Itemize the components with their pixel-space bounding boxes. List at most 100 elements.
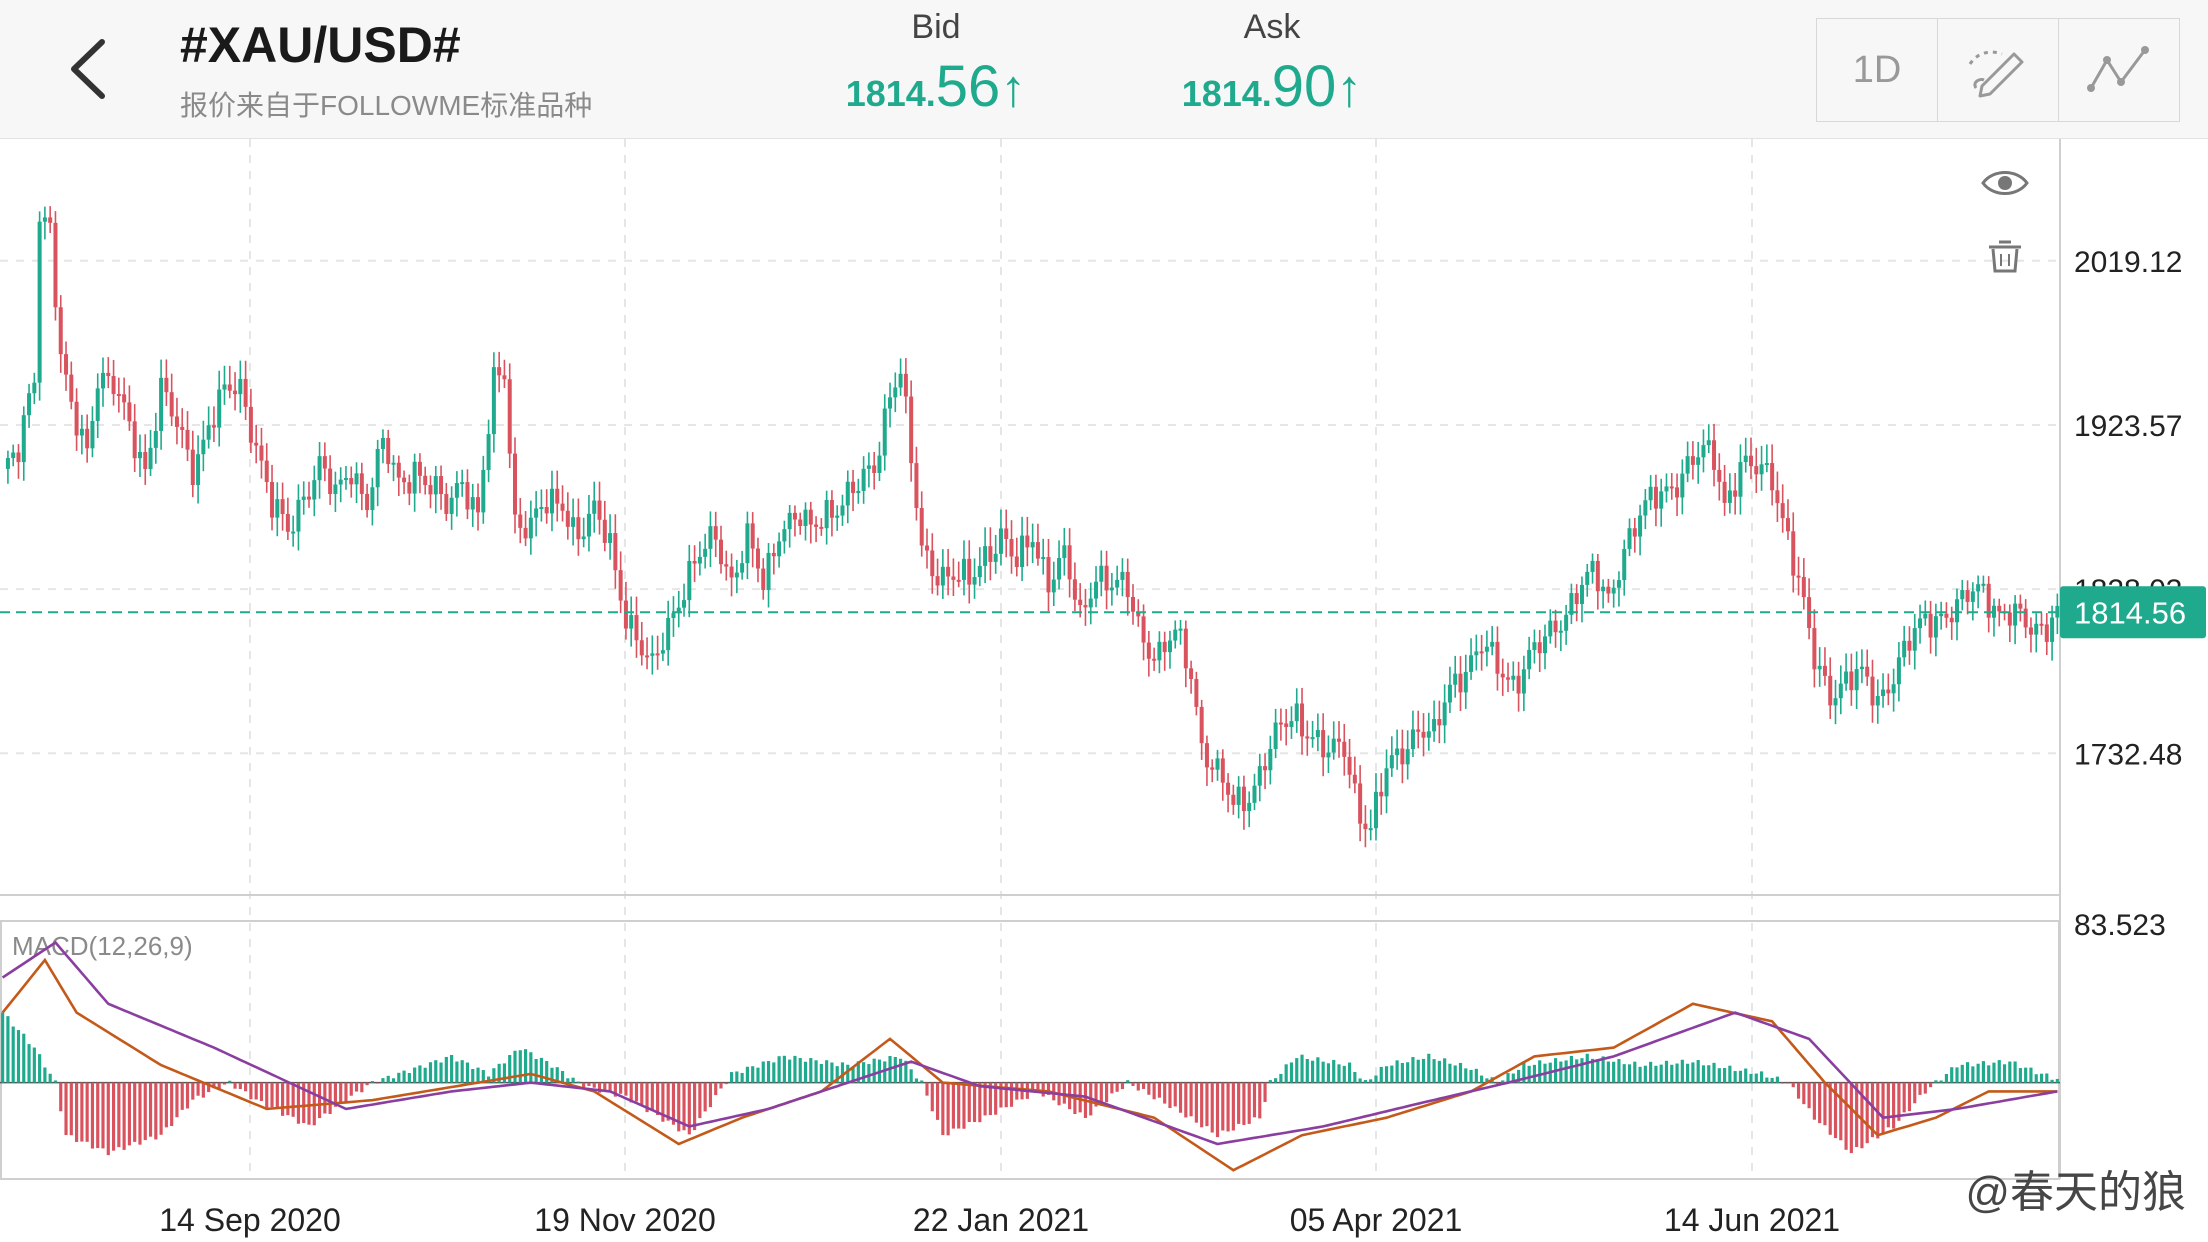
candle-body xyxy=(85,428,90,449)
candle-body xyxy=(1627,528,1632,549)
candle xyxy=(1764,444,1769,473)
macd-hist-bar xyxy=(1173,1082,1177,1107)
candle-body xyxy=(893,387,898,398)
candle xyxy=(650,635,655,675)
candle xyxy=(1653,474,1658,527)
trash-icon[interactable] xyxy=(1989,240,2021,273)
candle xyxy=(1870,659,1875,723)
candle xyxy=(1252,773,1257,811)
candle xyxy=(1759,445,1764,491)
candle xyxy=(1484,630,1489,667)
macd-hist-bar xyxy=(69,1082,73,1136)
candle xyxy=(1976,575,1981,609)
candle-body xyxy=(1817,665,1822,670)
macd-hist-bar xyxy=(1960,1064,1964,1083)
macd-hist-bar xyxy=(1200,1082,1204,1128)
candle xyxy=(1659,478,1664,527)
candle-body xyxy=(782,529,787,542)
candle xyxy=(1537,629,1542,672)
candle-body xyxy=(1331,738,1336,753)
candle-body xyxy=(1273,722,1278,749)
candle xyxy=(734,559,739,594)
candle-body xyxy=(518,514,523,528)
macd-hist-bar xyxy=(1839,1082,1843,1141)
macd-hist-bar xyxy=(508,1055,512,1083)
macd-hist-bar xyxy=(22,1033,26,1083)
macd-hist-bar xyxy=(1099,1082,1103,1105)
candle-body xyxy=(718,539,724,565)
macd-hist-bar xyxy=(244,1082,248,1092)
candle-body xyxy=(1838,683,1843,699)
timeframe-button[interactable]: 1D xyxy=(1817,19,1938,121)
macd-hist-bar xyxy=(1131,1082,1135,1086)
candle xyxy=(645,637,650,670)
candle-body xyxy=(882,408,887,456)
candle xyxy=(623,581,628,640)
candle-body xyxy=(613,533,618,571)
candle xyxy=(993,534,998,574)
candle xyxy=(90,406,95,458)
candle xyxy=(106,357,111,389)
macd-hist-bar xyxy=(846,1064,850,1083)
macd-hist-bar xyxy=(1812,1082,1816,1120)
macd-hist-bar xyxy=(497,1063,501,1083)
candle xyxy=(924,528,930,569)
macd-hist-bar xyxy=(402,1070,406,1083)
candle xyxy=(74,388,79,451)
candle xyxy=(1632,517,1637,553)
candle-body xyxy=(1712,440,1717,470)
bid-price-major: 1814. xyxy=(845,73,936,114)
back-button[interactable] xyxy=(60,34,120,104)
candle-body xyxy=(1812,628,1817,670)
candle xyxy=(79,414,84,455)
macd-hist-bar xyxy=(941,1082,945,1136)
indicator-button[interactable] xyxy=(2059,19,2179,121)
candle-body xyxy=(433,476,438,495)
candle xyxy=(137,434,142,478)
macd-hist-bar xyxy=(1221,1082,1225,1131)
macd-hist-bar xyxy=(735,1071,739,1083)
candle xyxy=(1542,624,1548,670)
candle-body xyxy=(512,453,518,515)
candle-body xyxy=(1664,486,1669,492)
candle xyxy=(396,455,401,497)
macd-hist-bar xyxy=(1860,1082,1864,1149)
candle-body xyxy=(1284,723,1289,728)
candle-body xyxy=(417,461,422,476)
candle xyxy=(798,512,803,535)
macd-hist-bar xyxy=(407,1073,411,1083)
candle-body xyxy=(1363,823,1368,830)
eye-icon[interactable] xyxy=(1981,171,2029,195)
macd-hist-bar xyxy=(180,1082,184,1110)
candle xyxy=(343,466,348,490)
eye-pupil xyxy=(1998,176,2012,190)
candle xyxy=(1748,437,1754,480)
ask-price-major: 1814. xyxy=(1181,73,1272,114)
candle-body xyxy=(1548,620,1553,637)
macd-series-line xyxy=(1,957,2058,1172)
candle-body xyxy=(946,566,951,577)
draw-tool-button[interactable] xyxy=(1938,19,2059,121)
candle xyxy=(1226,773,1231,813)
candle xyxy=(2007,604,2012,643)
candle-body xyxy=(275,499,280,518)
macd-hist-bar xyxy=(1770,1077,1774,1083)
macd-hist-bar xyxy=(698,1082,702,1119)
candle-body xyxy=(1373,791,1378,829)
candle xyxy=(634,596,639,658)
macd-hist-bar xyxy=(1210,1082,1214,1133)
candle xyxy=(1410,710,1415,757)
candle-body xyxy=(1014,556,1019,568)
macd-hist-bar xyxy=(428,1062,433,1083)
candle-body xyxy=(998,528,1003,554)
macd-hist-bar xyxy=(1965,1062,1970,1083)
chart-side-icons xyxy=(1981,171,2029,273)
candle-body xyxy=(254,442,259,446)
macd-hist-bar xyxy=(1522,1062,1526,1083)
candle-body xyxy=(808,509,813,525)
candle xyxy=(264,443,269,493)
candle-body xyxy=(1046,557,1051,593)
candle-body xyxy=(787,512,792,530)
candle-body xyxy=(645,655,650,658)
